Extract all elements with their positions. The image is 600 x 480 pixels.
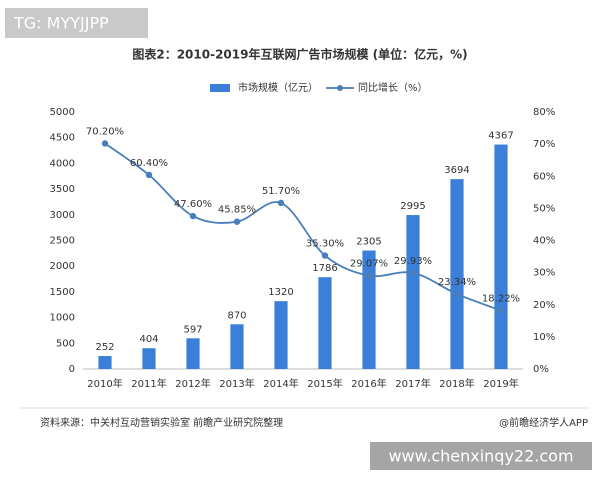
y-tick-label: 4000	[50, 158, 75, 169]
line-label: 29.07%	[350, 259, 388, 270]
line-label: 29.93%	[394, 256, 432, 267]
credit: @前瞻经济学人APP	[499, 416, 588, 429]
y-tick-label: 5000	[50, 107, 75, 118]
line-label: 60.40%	[130, 158, 168, 169]
bar-label: 870	[227, 310, 246, 321]
y-tick-label: 1000	[50, 313, 75, 324]
line-point	[189, 212, 197, 220]
y-tick-label: 4500	[50, 133, 75, 144]
line-point	[321, 252, 329, 259]
x-tick-label: 2012年	[175, 377, 210, 390]
legend-swatch	[337, 85, 343, 91]
y-tick-label: 3000	[50, 210, 75, 221]
y-tick-label: 0	[69, 364, 75, 375]
legend-label: 市场规模（亿元）	[238, 81, 318, 94]
line-point	[365, 272, 373, 279]
bar	[274, 301, 288, 369]
line	[104, 142, 502, 312]
overlay-text: www.chenxinqy22.com	[388, 447, 573, 466]
line-label: 18.22%	[482, 293, 520, 304]
bar-label: 404	[139, 334, 158, 345]
legend-swatch	[210, 84, 230, 92]
line-point	[277, 199, 285, 207]
x-tick-label: 2011年	[131, 377, 166, 390]
y2-tick-label: 10%	[533, 332, 555, 343]
bar	[318, 277, 332, 369]
y2-tick-label: 40%	[533, 236, 555, 247]
line-point	[497, 307, 505, 314]
line-label: 70.20%	[86, 126, 124, 137]
line-point	[409, 269, 417, 277]
x-tick-label: 2014年	[263, 377, 298, 390]
y2-tick-label: 50%	[533, 203, 555, 214]
bar	[362, 250, 376, 369]
line-point	[101, 140, 109, 147]
line-label: 35.30%	[306, 239, 344, 250]
bar-label: 2305	[356, 237, 381, 248]
bar-label: 1320	[268, 287, 293, 298]
bar-label: 252	[95, 342, 114, 353]
line-point	[233, 218, 241, 225]
y2-tick-label: 80%	[533, 107, 555, 118]
line-label: 51.70%	[262, 186, 300, 197]
x-tick-label: 2015年	[307, 377, 342, 390]
bar	[450, 179, 464, 369]
y2-tick-label: 0%	[533, 364, 549, 375]
x-tick-label: 2018年	[439, 377, 474, 390]
bar-label: 1786	[312, 263, 337, 274]
line-label: 47.60%	[174, 199, 212, 210]
bar	[142, 348, 156, 369]
chart-title: 图表2：2010-2019年互联网广告市场规模 (单位：亿元，%)	[132, 47, 467, 62]
x-tick-label: 2016年	[351, 377, 386, 390]
bar-label: 3694	[444, 165, 469, 176]
y-tick-label: 3500	[50, 184, 75, 195]
line-point	[145, 171, 153, 179]
bar	[98, 356, 112, 369]
y-tick-label: 500	[56, 338, 75, 349]
bar-label: 4367	[488, 131, 513, 142]
overlay-text: TG: MYYJJPP	[13, 14, 109, 33]
x-tick-label: 2017年	[395, 377, 430, 390]
bar-label: 2995	[400, 201, 425, 212]
line-label: 45.85%	[218, 205, 256, 216]
bar-label: 597	[183, 324, 202, 335]
y2-tick-label: 30%	[533, 268, 555, 279]
bar	[230, 324, 244, 369]
y-tick-label: 2000	[50, 261, 75, 272]
bar	[186, 338, 200, 369]
y-tick-label: 1500	[50, 287, 75, 298]
bar	[494, 144, 508, 369]
x-tick-label: 2019年	[483, 377, 518, 390]
y-tick-label: 2500	[50, 236, 75, 247]
y2-tick-label: 70%	[533, 139, 555, 150]
legend-label: 同比增长（%）	[358, 81, 428, 94]
source: 资料来源：中关村互动营销实验室 前瞻产业研究院整理	[40, 416, 283, 429]
y2-tick-label: 20%	[533, 300, 555, 311]
x-tick-label: 2013年	[219, 377, 254, 390]
line-label: 23.34%	[438, 277, 476, 288]
x-tick-label: 2010年	[87, 377, 122, 390]
line-point	[453, 290, 461, 298]
overlay-box	[5, 8, 148, 38]
y2-tick-label: 60%	[533, 171, 555, 182]
overlay-box	[370, 442, 592, 470]
bar	[406, 215, 420, 369]
